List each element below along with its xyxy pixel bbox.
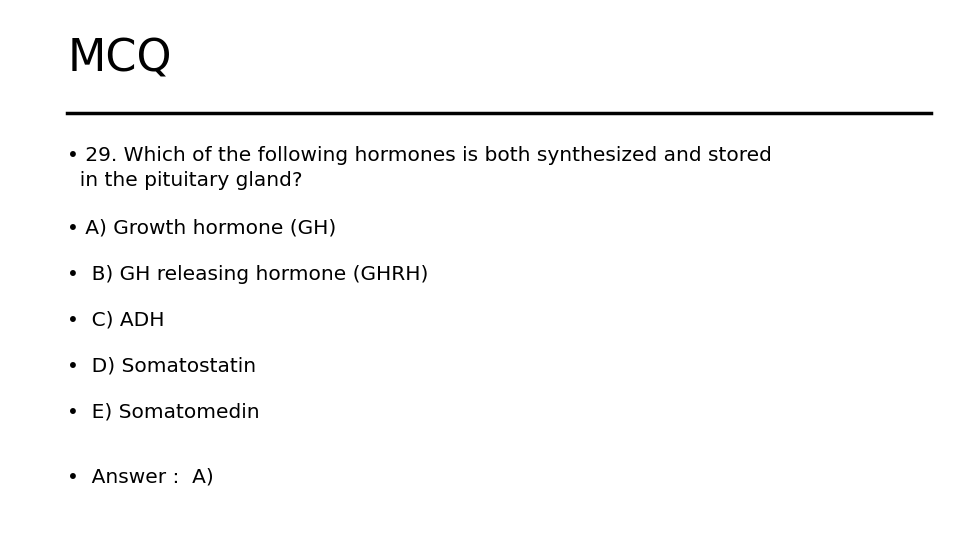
Text: •  E) Somatomedin: • E) Somatomedin [67, 402, 260, 421]
Text: MCQ: MCQ [67, 38, 172, 81]
Text: •  B) GH releasing hormone (GHRH): • B) GH releasing hormone (GHRH) [67, 265, 428, 284]
Text: •  Answer :  A): • Answer : A) [67, 467, 214, 486]
Text: • A) Growth hormone (GH): • A) Growth hormone (GH) [67, 219, 336, 238]
Text: •  D) Somatostatin: • D) Somatostatin [67, 356, 256, 375]
Text: • 29. Which of the following hormones is both synthesized and stored
  in the pi: • 29. Which of the following hormones is… [67, 146, 772, 190]
Text: •  C) ADH: • C) ADH [67, 310, 165, 329]
